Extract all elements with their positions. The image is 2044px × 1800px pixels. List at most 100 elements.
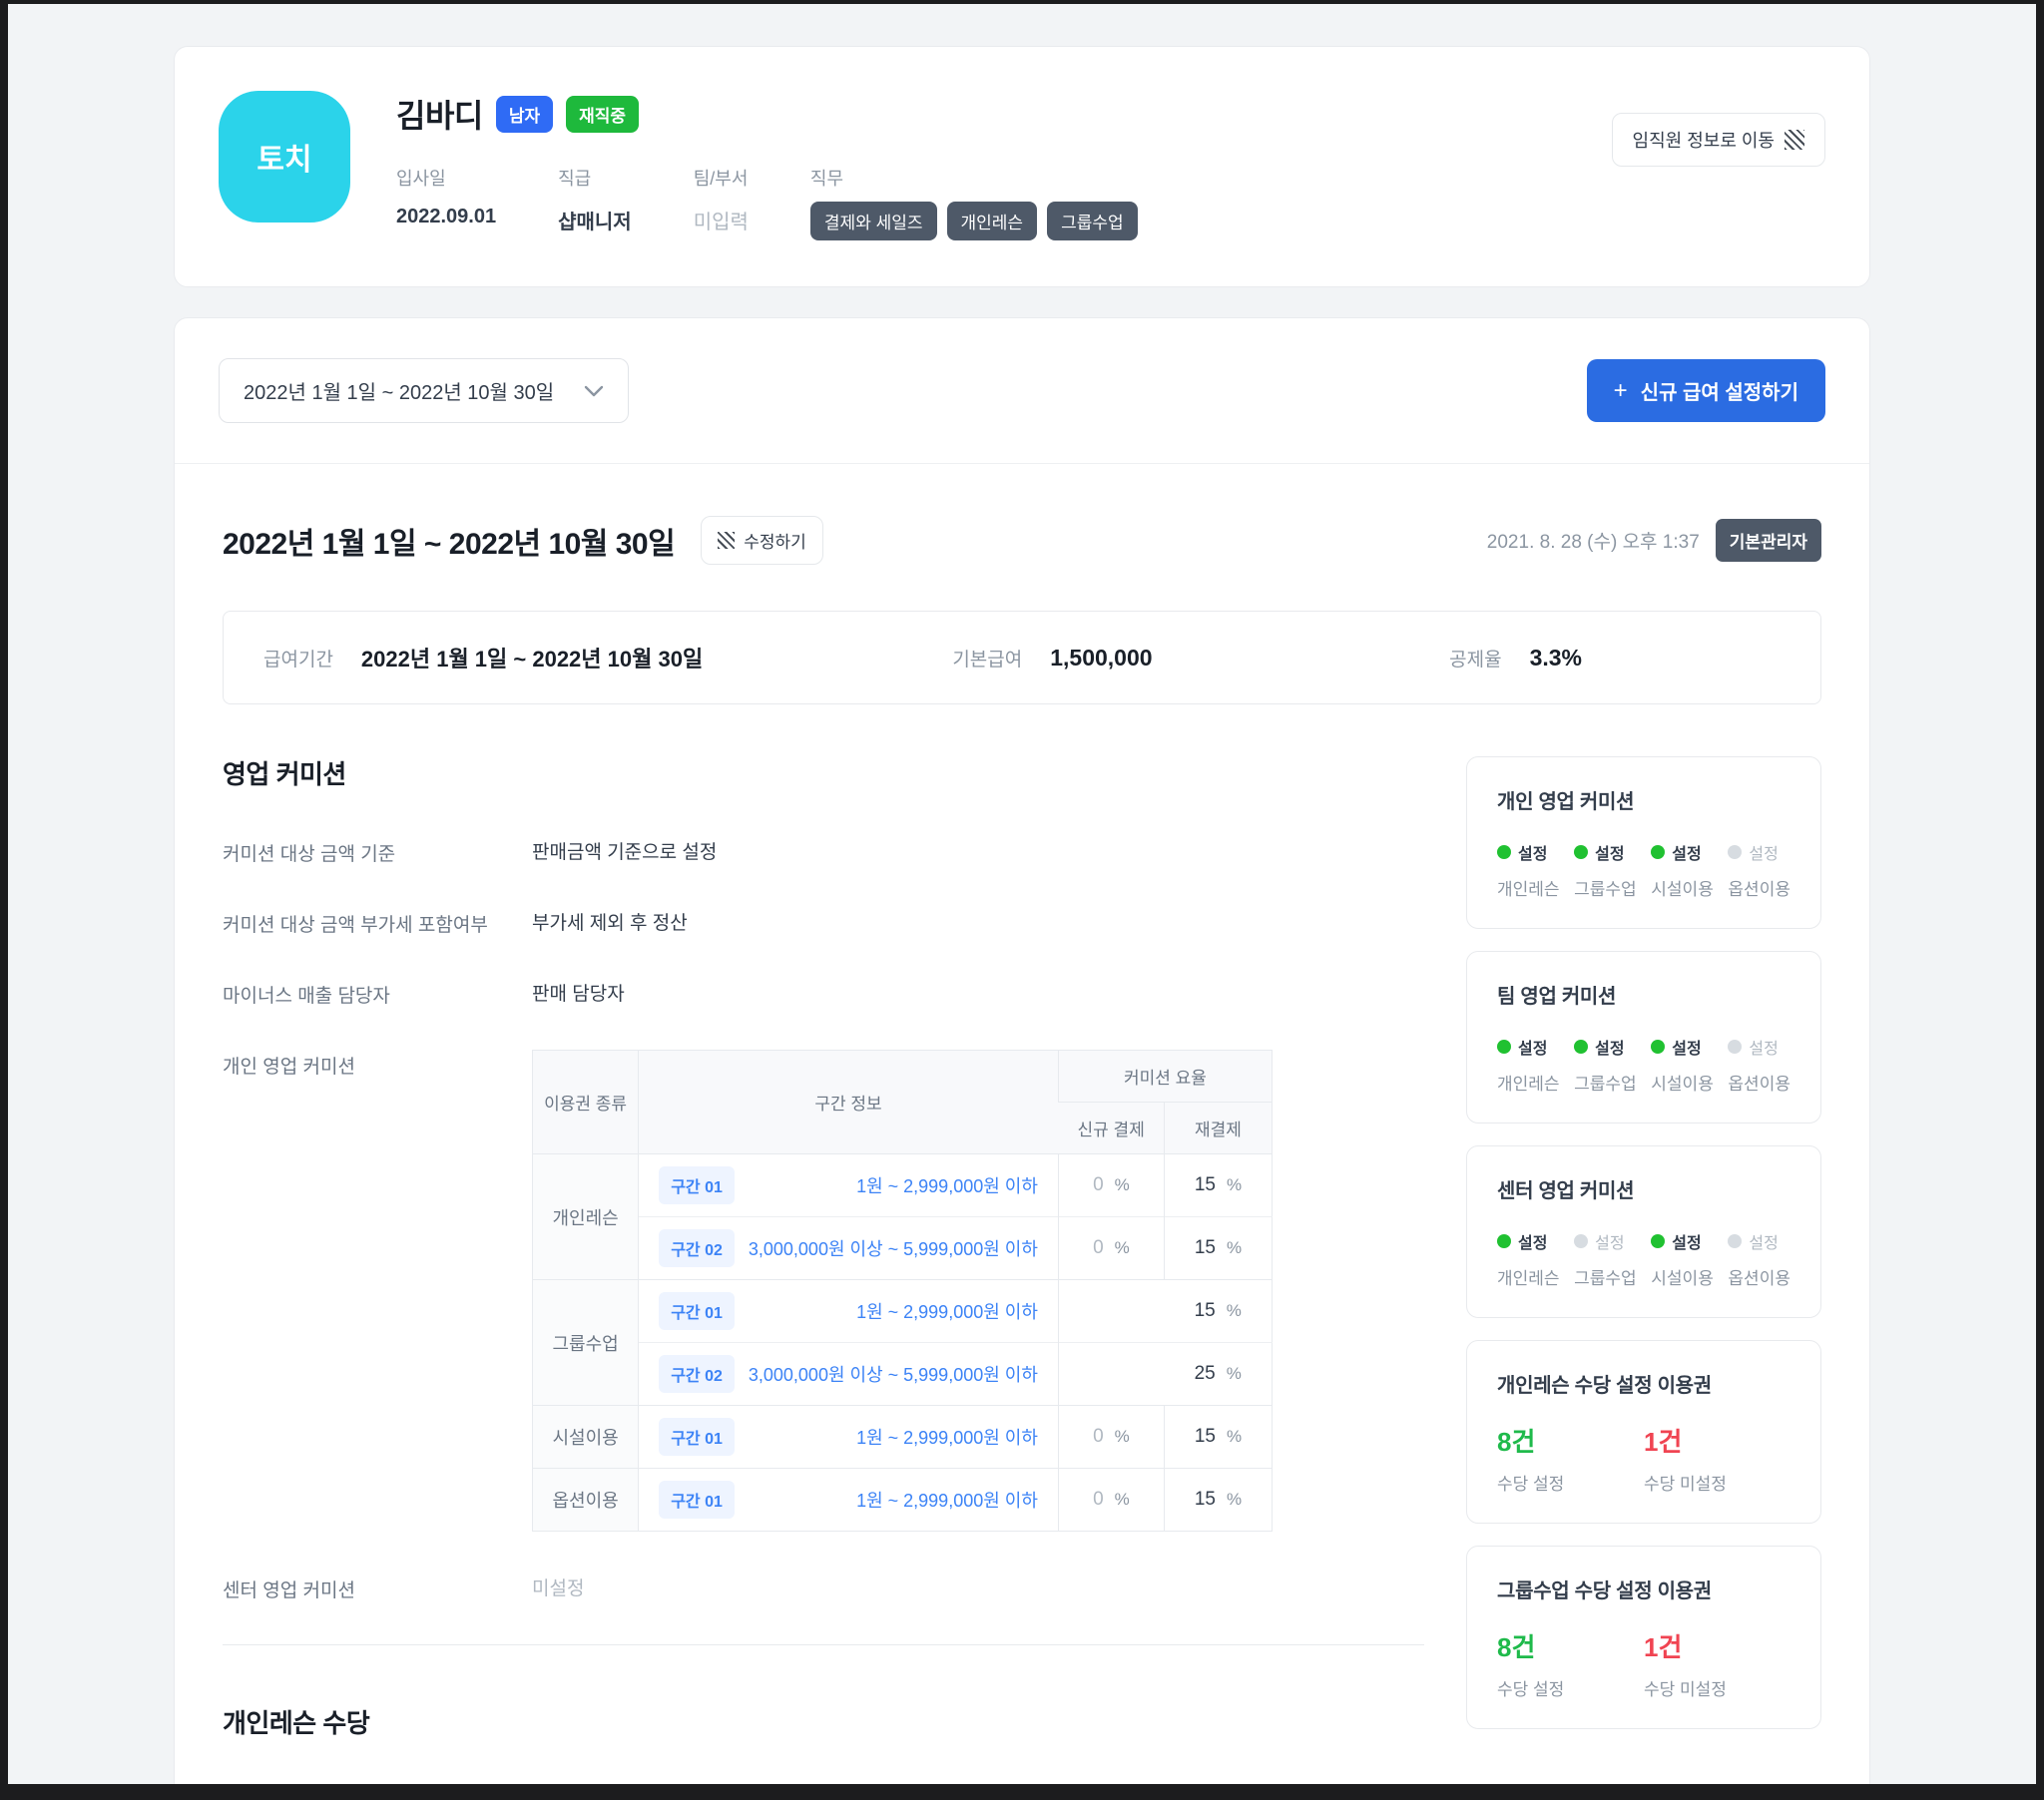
field-label: 입사일 (396, 169, 446, 189)
status-item-name: 개인레슨 (1497, 1075, 1560, 1094)
status-dot-icon (1728, 1040, 1743, 1054)
status-item-name: 시설이용 (1651, 880, 1714, 899)
rate-unit: % (1226, 1364, 1242, 1383)
status-item-name: 개인레슨 (1497, 1269, 1560, 1288)
def-value: 판매금액 기준으로 설정 (532, 842, 718, 863)
def-label: 마이너스 매출 담당자 (223, 986, 390, 1007)
summary-period: 급여기간 2022년 1월 1일 ~ 2022년 10월 30일 (263, 642, 952, 674)
allowance-unset-count: 1건 수당 미설정 (1644, 1627, 1790, 1700)
field-position: 직급 샵매니저 (558, 165, 632, 240)
new-salary-setting-button[interactable]: + 신규 급여 설정하기 (1586, 359, 1825, 422)
rate-value: 0 (1093, 1489, 1104, 1510)
range-text: 3,000,000원 이상 ~ 5,999,000원 이하 (748, 1239, 1038, 1259)
status-set-label: 설정 (1672, 1041, 1702, 1058)
status-set-label: 설정 (1595, 1041, 1625, 1058)
field-value: 샵매니저 (558, 212, 632, 233)
status-item: 설정 개인레슨 (1497, 1229, 1560, 1289)
unset-count-label: 수당 미설정 (1644, 1680, 1727, 1699)
commission-table-row: 그룹수업 구간 01 1원 ~ 2,999,000원 이하 15% (532, 1279, 1273, 1406)
tier-badge: 구간 01 (659, 1292, 735, 1330)
salary-period-title: 2022년 1월 1일 ~ 2022년 10월 30일 (223, 527, 676, 561)
employee-header-card: 토치 김바디 남자 재직중 입사일 2022.09.01 직급 샵매니저 팀/부… (174, 46, 1870, 287)
status-set-label: 설정 (1672, 846, 1702, 863)
stripes-icon (1785, 130, 1804, 150)
rate-unit: % (1227, 1427, 1243, 1446)
def-label: 센터 영업 커미션 (223, 1580, 355, 1601)
status-item: 설정 시설이용 (1651, 1229, 1714, 1289)
sidebar: 개인 영업 커미션 설정 개인레슨 설정 그룹수업 설정 시설이용 설정 옵션이용 팀 영업 커미… (1466, 756, 1821, 1751)
summary-base-pay: 기본급여 1,500,000 (952, 645, 1449, 672)
status-card-title: 개인 영업 커미션 (1497, 791, 1635, 813)
status-item: 설정 옵션이용 (1728, 1229, 1790, 1289)
range-cell: 구간 01 1원 ~ 2,999,000원 이하 (638, 1153, 1059, 1217)
tier-badge: 구간 01 (659, 1481, 735, 1519)
repayment-rate-cell: 15% (1164, 1216, 1273, 1280)
rate-unit: % (1114, 1238, 1130, 1257)
field-label: 직무 (809, 169, 844, 189)
status-card-title: 센터 영업 커미션 (1497, 1180, 1635, 1202)
status-dot-icon (1574, 845, 1589, 859)
go-button-label: 임직원 정보로 이동 (1632, 131, 1775, 151)
rate-value: 15 (1194, 1237, 1216, 1258)
unset-count-value: 1건 (1644, 1427, 1683, 1457)
range-text: 1원 ~ 2,999,000원 이하 (856, 1491, 1038, 1511)
range-text: 1원 ~ 2,999,000원 이하 (856, 1302, 1038, 1322)
status-item: 설정 옵션이용 (1728, 840, 1790, 900)
field-label: 직급 (558, 169, 592, 189)
commission-table: 이용권 종류 구간 정보 커미션 요율 신규 결제 재결제 (532, 1050, 1273, 1532)
rate-value: 0 (1093, 1426, 1104, 1447)
unset-count-label: 수당 미설정 (1644, 1475, 1727, 1494)
center-commission-row: 센터 영업 커미션 미설정 (223, 1574, 1424, 1602)
status-item-name: 시설이용 (1651, 1269, 1714, 1288)
personal-commission-label: 개인 영업 커미션 (223, 1057, 355, 1078)
rate-unit: % (1227, 1238, 1243, 1257)
duty-tag: 개인레슨 (946, 202, 1038, 240)
commission-basis-row: 커미션 대상 금액 기준 판매금액 기준으로 설정 (223, 837, 1424, 866)
status-dot-icon (1728, 845, 1743, 859)
field-team: 팀/부서 미입력 (694, 165, 749, 240)
plus-icon: + (1613, 376, 1628, 404)
set-count-label: 수당 설정 (1497, 1475, 1565, 1494)
status-dot-icon (1728, 1234, 1743, 1248)
status-item-name: 옵션이용 (1728, 1075, 1790, 1094)
new-payment-rate-cell: 0% (1057, 1405, 1165, 1469)
status-item-name: 그룹수업 (1574, 1075, 1637, 1094)
sidebar-count-cards: 개인레슨 수당 설정 이용권 8건 수당 설정 1건 수당 미설정 그룹수업 수당 설정 … (1466, 1340, 1821, 1729)
period-select-dropdown[interactable]: 2022년 1월 1일 ~ 2022년 10월 30일 (219, 358, 630, 423)
tier-badge: 구간 02 (659, 1355, 735, 1393)
rate-unit: % (1114, 1175, 1130, 1194)
def-value: 미설정 (532, 1578, 585, 1599)
commission-table-body: 개인레슨 구간 01 1원 ~ 2,999,000원 이하 0% 15% 구간 02 3,0… (532, 1153, 1273, 1532)
status-item: 설정 개인레슨 (1497, 840, 1560, 900)
col-header-repayment: 재결제 (1164, 1102, 1273, 1154)
edit-button-label: 수정하기 (744, 533, 806, 552)
status-item-name: 개인레슨 (1497, 880, 1560, 899)
range-text: 1원 ~ 2,999,000원 이하 (856, 1176, 1038, 1196)
def-value: 부가세 제외 후 정산 (532, 913, 688, 934)
tier-badge: 구간 02 (659, 1229, 735, 1267)
new-payment-rate-cell: 0% (1057, 1468, 1165, 1532)
rate-value: 15 (1194, 1300, 1216, 1321)
range-cell: 구간 02 3,000,000원 이상 ~ 5,999,000원 이하 (638, 1216, 1059, 1280)
new-payment-rate-cell: 0% (1057, 1216, 1165, 1280)
rate-value: 15 (1194, 1426, 1216, 1447)
summary-label: 급여기간 (263, 649, 333, 671)
commission-status-card: 팀 영업 커미션 설정 개인레슨 설정 그룹수업 설정 시설이용 설정 옵션이용 (1466, 951, 1821, 1124)
go-to-employee-info-button[interactable]: 임직원 정보로 이동 (1611, 113, 1825, 167)
new-salary-button-label: 신규 급여 설정하기 (1640, 382, 1798, 404)
status-item: 설정 그룹수업 (1574, 1229, 1637, 1289)
summary-deduction-rate: 공제율 3.3% (1449, 645, 1781, 672)
commission-table-row: 구간 02 3,000,000원 이상 ~ 5,999,000원 이하 0% 15% (533, 1216, 1273, 1280)
count-card-title: 개인레슨 수당 설정 이용권 (1497, 1375, 1712, 1397)
pass-type-cell: 옵션이용 (532, 1468, 639, 1532)
col-header-pass-type: 이용권 종류 (532, 1050, 639, 1154)
commission-status-card: 개인 영업 커미션 설정 개인레슨 설정 그룹수업 설정 시설이용 설정 옵션이용 (1466, 756, 1821, 929)
edit-button[interactable]: 수정하기 (701, 516, 823, 565)
status-set-label: 설정 (1749, 1041, 1779, 1058)
field-join-date: 입사일 2022.09.01 (396, 165, 496, 240)
status-item-name: 옵션이용 (1728, 880, 1790, 899)
